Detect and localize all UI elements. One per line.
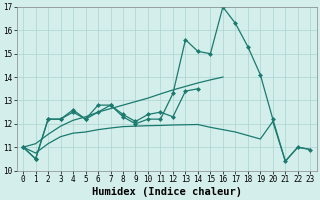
X-axis label: Humidex (Indice chaleur): Humidex (Indice chaleur) [92,186,242,197]
